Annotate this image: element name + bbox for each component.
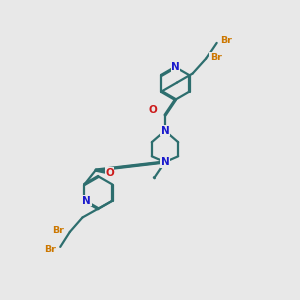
Text: Br: Br bbox=[210, 53, 222, 62]
Text: Br: Br bbox=[220, 36, 232, 45]
Text: N: N bbox=[160, 126, 169, 136]
Text: N: N bbox=[160, 157, 169, 167]
Text: O: O bbox=[105, 167, 114, 178]
Text: O: O bbox=[148, 105, 157, 115]
Text: N: N bbox=[82, 196, 91, 206]
Text: N: N bbox=[171, 62, 180, 72]
Text: Br: Br bbox=[52, 226, 64, 235]
Text: Br: Br bbox=[44, 245, 56, 254]
